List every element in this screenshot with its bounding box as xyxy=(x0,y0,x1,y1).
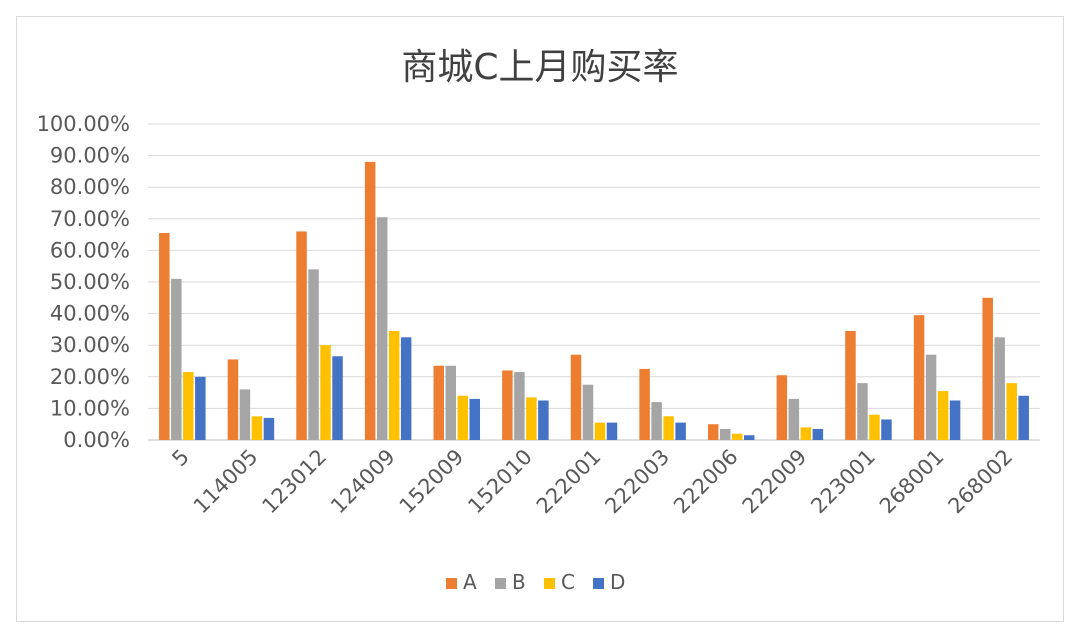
gridlines xyxy=(148,123,1040,441)
bar-b-222006 xyxy=(719,428,731,440)
bar-a-152010 xyxy=(502,370,513,440)
y-tick-label: 30.00% xyxy=(50,333,130,357)
legend-label-d: D xyxy=(610,570,625,594)
bar-b-124009 xyxy=(376,217,388,440)
y-tick-label: 100.00% xyxy=(37,112,130,136)
legend-swatch-a xyxy=(446,578,457,589)
bar-b-152009 xyxy=(445,365,457,440)
y-tick-label: 20.00% xyxy=(50,365,130,389)
x-tick-label: 268001 xyxy=(875,445,949,519)
bar-b-123012 xyxy=(308,269,319,440)
chart-title: 商城C上月购买率 xyxy=(401,47,679,88)
bar-d-114005 xyxy=(263,417,275,440)
bar-a-222001 xyxy=(570,354,582,440)
bar-a-152009 xyxy=(433,365,445,440)
bar-d-268001 xyxy=(949,400,961,440)
bar-c-152010 xyxy=(526,397,537,440)
bar-d-268002 xyxy=(1018,395,1029,440)
bar-d-222003 xyxy=(675,422,686,440)
x-tick-label: 222006 xyxy=(669,445,743,519)
bar-a-5 xyxy=(159,233,170,440)
bar-c-152009 xyxy=(457,395,469,440)
bar-d-124009 xyxy=(400,337,412,440)
bar-b-152010 xyxy=(514,372,525,440)
bar-c-114005 xyxy=(251,416,263,440)
bar-a-268002 xyxy=(982,297,993,440)
bar-c-222001 xyxy=(594,422,606,440)
legend: A B C D xyxy=(446,570,625,594)
bar-a-114005 xyxy=(227,359,239,440)
y-tick-label: 50.00% xyxy=(50,270,130,294)
bar-a-124009 xyxy=(364,161,376,441)
x-tick-label: 152010 xyxy=(463,445,537,519)
legend-label-a: A xyxy=(463,570,477,594)
bar-d-123012 xyxy=(332,356,343,440)
legend-label-c: C xyxy=(561,570,575,594)
bar-b-268001 xyxy=(925,354,937,440)
bar-d-222009 xyxy=(812,428,824,440)
bar-c-268002 xyxy=(1006,383,1017,440)
x-tick-label: 5 xyxy=(167,445,193,471)
bar-b-5 xyxy=(171,278,182,440)
bar-d-5 xyxy=(195,376,206,440)
bar-a-268001 xyxy=(913,315,925,440)
bar-b-222009 xyxy=(788,398,800,440)
y-tick-label: 60.00% xyxy=(50,238,130,262)
chart-frame xyxy=(16,16,1064,622)
y-axis-ticks: 0.00% 10.00% 20.00% 30.00% 40.00% 50.00% 60.00… xyxy=(37,112,130,452)
bar-b-268002 xyxy=(994,337,1005,440)
bar-c-222006 xyxy=(731,433,743,440)
bar-b-222003 xyxy=(651,402,662,440)
y-tick-label: 80.00% xyxy=(50,175,130,199)
x-tick-label: 114005 xyxy=(189,445,263,519)
bar-d-222001 xyxy=(606,422,618,440)
bar-a-222003 xyxy=(639,368,650,440)
bar-a-222009 xyxy=(776,375,788,440)
bar-d-223001 xyxy=(881,419,892,440)
bar-b-223001 xyxy=(857,383,868,440)
bar-c-123012 xyxy=(320,345,331,440)
bar-b-222001 xyxy=(582,384,594,440)
bar-d-152010 xyxy=(538,400,549,440)
bars xyxy=(159,161,1029,441)
x-tick-label: 223001 xyxy=(806,445,880,519)
x-tick-label: 152009 xyxy=(395,445,469,519)
bar-c-124009 xyxy=(388,330,400,440)
x-tick-label: 222001 xyxy=(532,445,606,519)
bar-d-222006 xyxy=(743,435,755,440)
bar-c-222009 xyxy=(800,427,812,440)
x-tick-label: 222003 xyxy=(600,445,674,519)
x-tick-label: 222009 xyxy=(738,445,812,519)
y-tick-label: 40.00% xyxy=(50,302,130,326)
x-axis-ticks: 5114005123012124009152009152010222001222… xyxy=(167,445,1017,519)
y-tick-label: 10.00% xyxy=(50,396,130,420)
legend-swatch-d xyxy=(593,578,604,589)
y-tick-label: 90.00% xyxy=(50,144,130,168)
bar-a-222006 xyxy=(707,424,719,440)
bar-a-223001 xyxy=(845,330,856,440)
y-tick-label: 70.00% xyxy=(50,207,130,231)
x-tick-label: 123012 xyxy=(257,445,331,519)
bar-c-223001 xyxy=(869,414,880,440)
bar-c-268001 xyxy=(937,391,949,440)
x-tick-label: 268002 xyxy=(944,445,1018,519)
bar-a-123012 xyxy=(296,231,307,440)
legend-label-b: B xyxy=(512,570,526,594)
bar-b-114005 xyxy=(239,389,251,440)
legend-swatch-c xyxy=(544,578,555,589)
bar-d-152009 xyxy=(469,398,481,440)
bar-c-5 xyxy=(183,372,194,440)
x-tick-label: 124009 xyxy=(326,445,400,519)
bar-c-222003 xyxy=(663,416,674,440)
y-tick-label: 0.00% xyxy=(63,428,130,452)
legend-swatch-b xyxy=(495,578,506,589)
